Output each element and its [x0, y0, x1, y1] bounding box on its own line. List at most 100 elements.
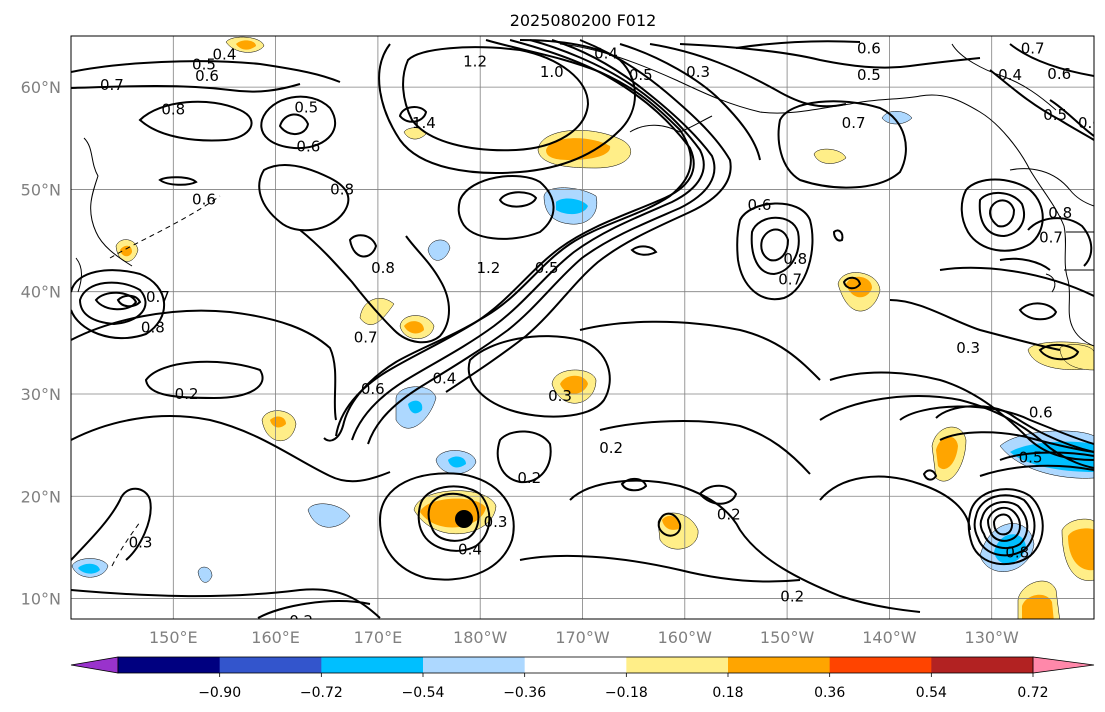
contour-label: 1.2: [463, 53, 487, 71]
lon-tick-label: 180°W: [453, 628, 508, 647]
contour: [71, 588, 381, 619]
contour-label: 0.2: [717, 506, 741, 524]
shade-lightblue: [307, 503, 351, 528]
shade-orange: [546, 138, 611, 160]
contour-label: 1.0: [540, 63, 564, 81]
contour-label: 0.7: [842, 114, 866, 132]
contour-label: 0.3: [956, 339, 980, 357]
colorbar-cell: [423, 657, 526, 673]
contour-label: 0.3: [129, 533, 153, 551]
colorbar-frame: [117, 656, 1034, 674]
shade-orange: [846, 276, 872, 298]
lon-tick-label: 170°W: [555, 628, 610, 647]
lat-tick-label: 60°N: [21, 78, 61, 97]
contour: [698, 484, 738, 505]
colorbar-ticks: −0.90 −0.72 −0.54 −0.36 −0.18 0.18 0.36 0.54 0.7…: [198, 673, 1049, 701]
shade-cyan: [556, 198, 588, 215]
contour-label: 0.6: [857, 39, 881, 57]
contour: [498, 191, 538, 208]
contour: [986, 506, 1021, 542]
contour: [348, 234, 378, 258]
contour-label: 0.7: [354, 329, 378, 347]
contour-label: 0.5: [192, 56, 216, 74]
contour: [967, 488, 1044, 566]
map-frame: [70, 35, 1095, 620]
contour-label: 0.5: [535, 259, 559, 277]
contour: [144, 360, 264, 400]
contour: [960, 178, 1044, 252]
contour-label: 0.8: [1005, 544, 1029, 562]
storm-center-marker: [455, 510, 473, 528]
contour: [258, 163, 350, 232]
contour: [999, 451, 1094, 461]
colorbar-tick-label: 0.72: [1017, 685, 1048, 701]
contour: [649, 43, 847, 108]
colorbar-tick-label: 0.36: [814, 685, 845, 701]
colorbar-extend-high: [1032, 656, 1095, 674]
colorbar-cell: [626, 657, 729, 673]
contour: [735, 40, 861, 49]
colorbar-tick-label: −0.54: [402, 685, 445, 701]
contour: [351, 39, 705, 441]
contour-label: 0.7: [778, 270, 802, 288]
contour-label: 0.5: [1019, 448, 1043, 466]
shade-orange: [1022, 594, 1054, 619]
coastline: [1009, 168, 1094, 207]
lat-tick-label: 10°N: [21, 590, 61, 609]
lon-tick-label: 130°W: [965, 628, 1020, 647]
colorbar-cell: [524, 657, 627, 673]
contour: [71, 60, 341, 83]
longitude-axis: 150°E 160°E 170°E 180°W 170°W 160°W 150°W 140°W…: [149, 628, 1019, 647]
contour: [935, 405, 1094, 453]
shade-yellow: [403, 127, 427, 140]
contour: [979, 501, 1029, 550]
contour-label: 0.2: [289, 612, 313, 630]
contour-label: 1.2: [476, 259, 500, 277]
contour-label: 0.4: [998, 66, 1022, 84]
lon-tick-label: 160°E: [251, 628, 300, 647]
shade-orange: [662, 515, 680, 530]
contour: [71, 487, 152, 561]
contour-label: 0.2: [175, 385, 199, 403]
contour-label: 0.4: [432, 370, 456, 388]
contour-label: 0.7: [1021, 39, 1045, 57]
graticule: [71, 36, 1094, 619]
contour: [630, 245, 658, 256]
contour: [71, 415, 391, 483]
contour: [367, 39, 716, 445]
contour: [445, 39, 732, 393]
contour: [519, 554, 801, 583]
contour-label: 0.2: [517, 469, 541, 487]
contour-label: 0.6: [1047, 65, 1071, 83]
contour: [417, 485, 491, 552]
figure-title: 2025080200 F012: [510, 11, 657, 30]
colorbar-cell: [728, 657, 831, 673]
contour: [71, 269, 165, 340]
contour: [829, 371, 1094, 461]
contour: [278, 113, 310, 135]
colorbar-cell: [118, 657, 221, 673]
contour-label: 0.3: [548, 387, 572, 405]
contour-label: 0.2: [780, 587, 804, 605]
contour: [402, 46, 590, 152]
contour-label: 0.6: [1078, 114, 1102, 132]
contour-label: 0.7: [146, 288, 170, 306]
contour: [939, 431, 1094, 453]
colorbar-tick-label: −0.72: [300, 685, 343, 701]
contour-label: 0.3: [686, 63, 710, 81]
contour: [158, 176, 198, 186]
contour: [889, 299, 1061, 351]
colorbar-tick-label: −0.18: [605, 685, 648, 701]
contour: [335, 39, 695, 437]
colorbar-cell: [321, 657, 424, 673]
contour: [899, 405, 1094, 445]
contour: [939, 266, 1094, 297]
contour-label: 0.5: [294, 99, 318, 117]
contour-label: 0.6: [748, 196, 772, 214]
contour: [579, 320, 821, 381]
lat-tick-label: 50°N: [21, 180, 61, 199]
colorbar-extend-low: [70, 656, 119, 674]
colorbar-tick-label: −0.36: [503, 685, 546, 701]
contour: [138, 100, 253, 142]
dashed-contour: [109, 195, 221, 259]
